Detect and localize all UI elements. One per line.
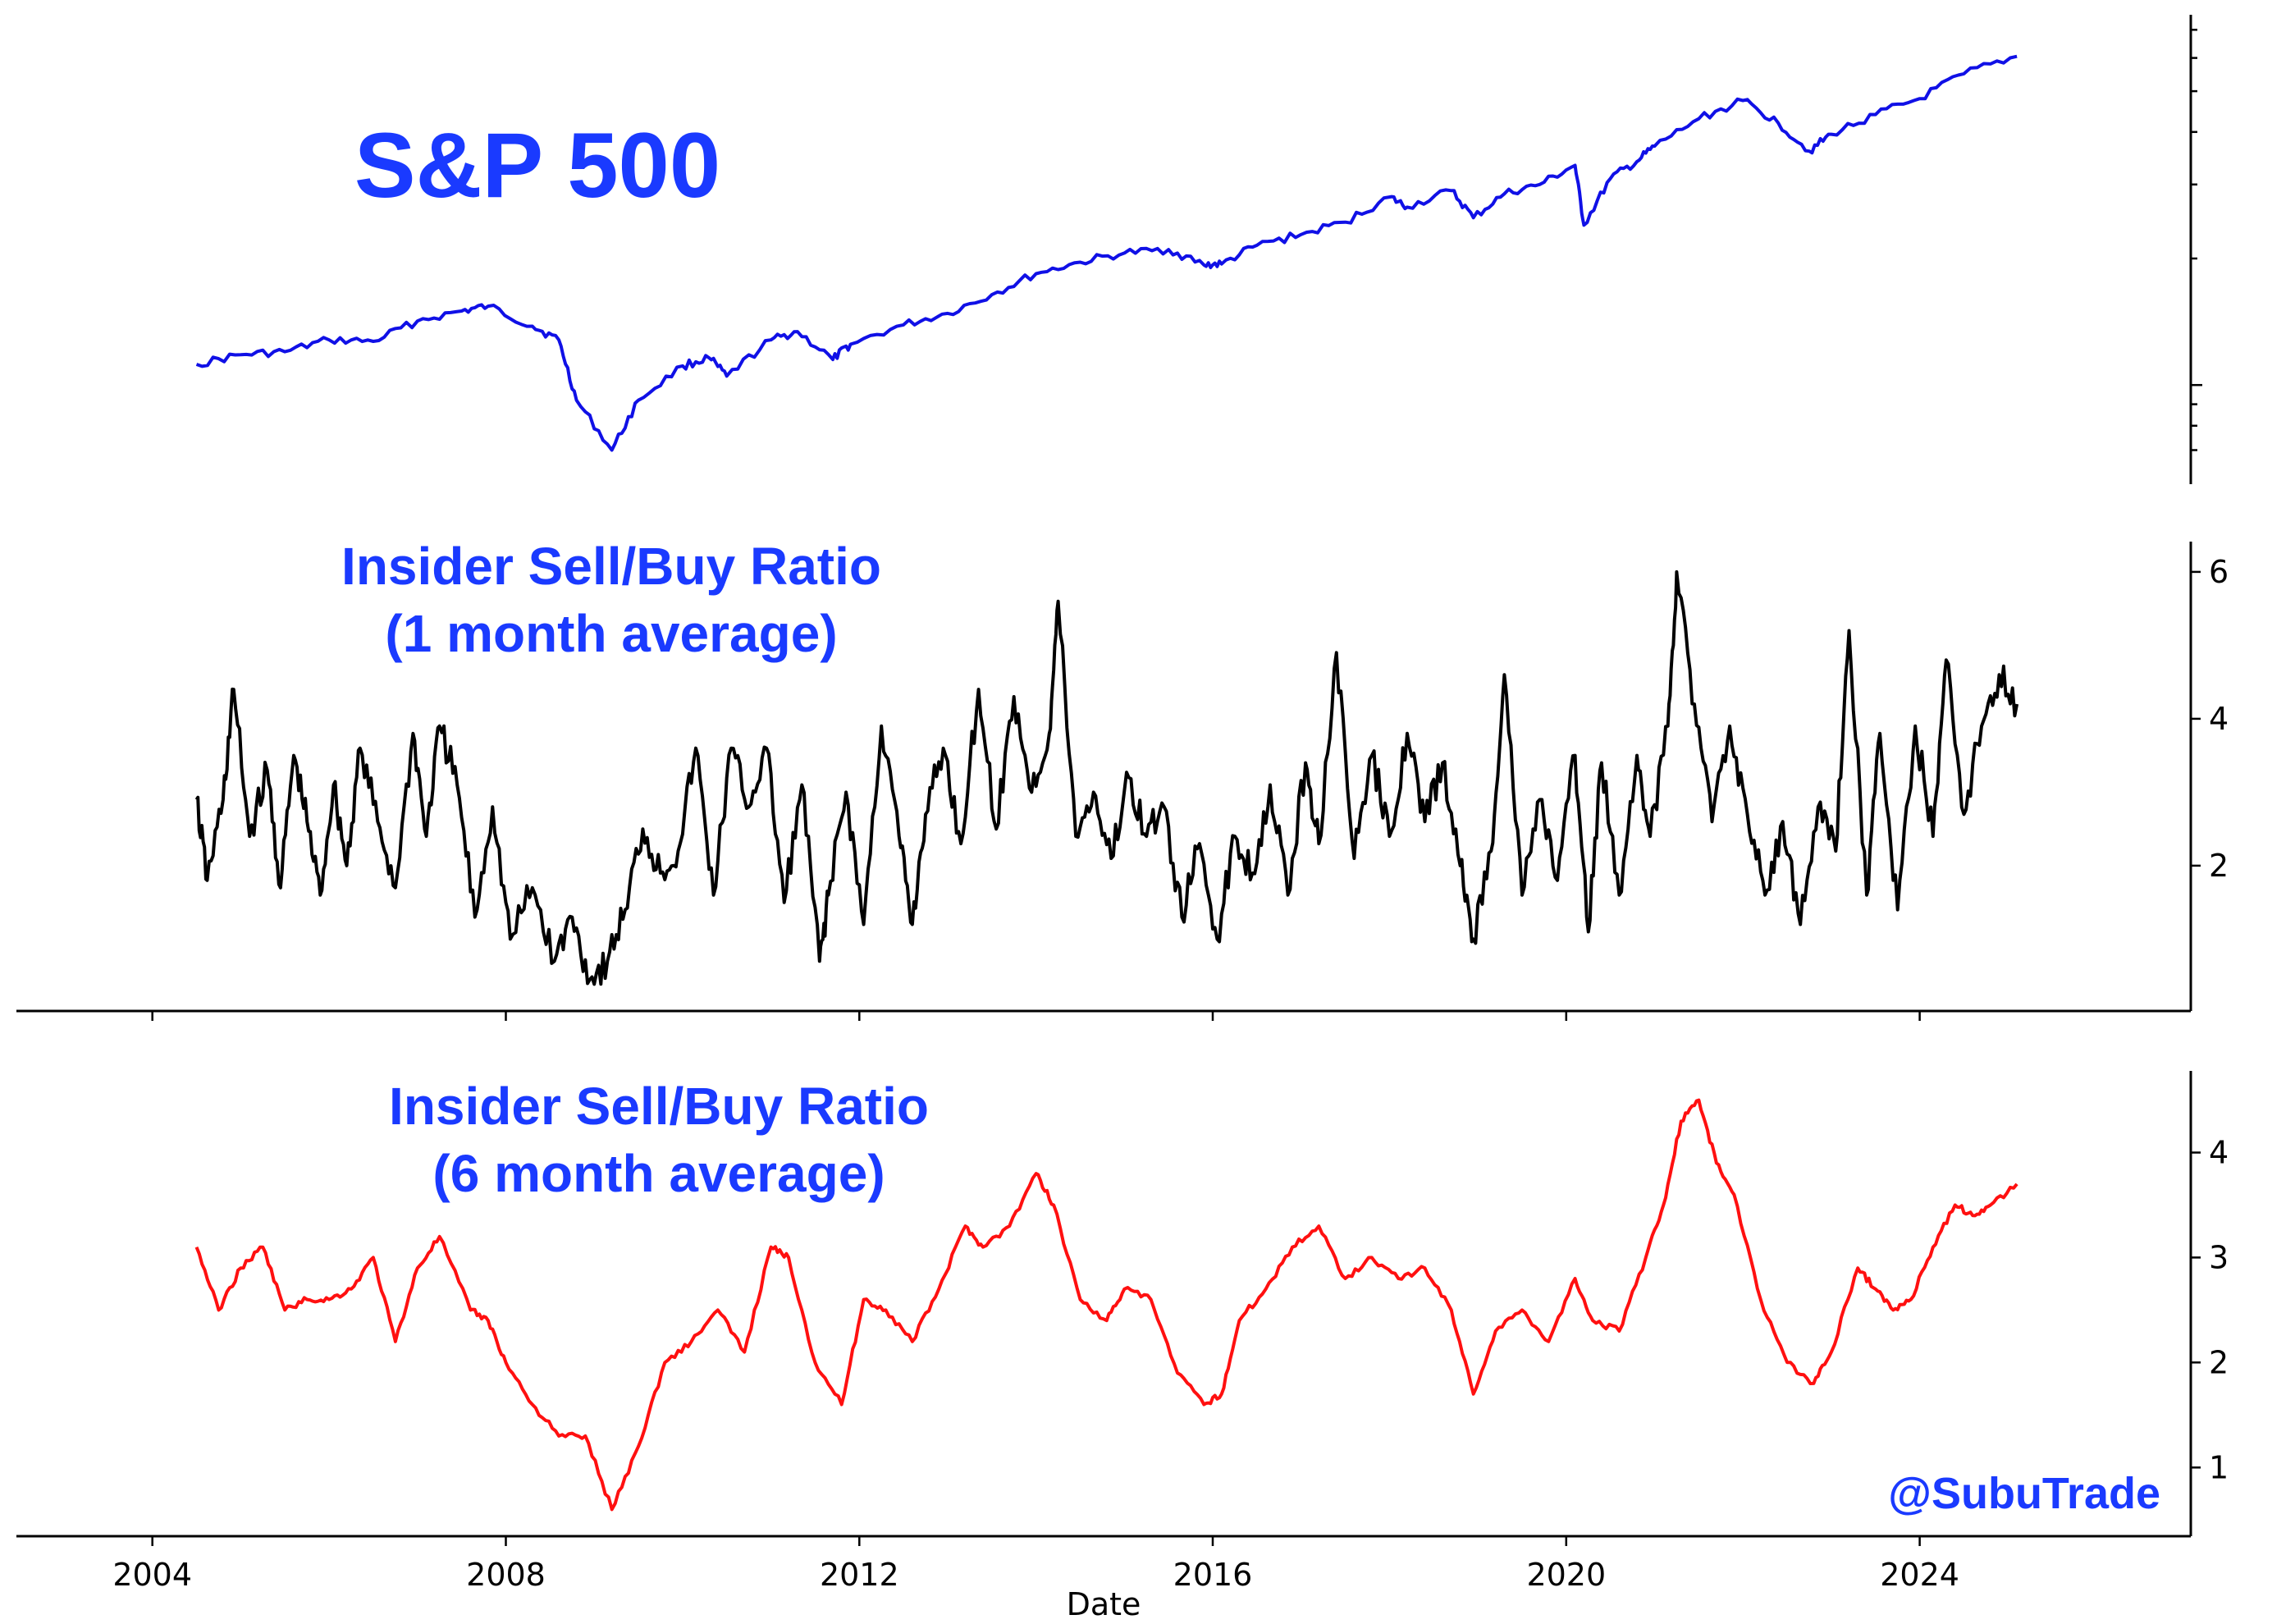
title-line: (6 month average) [432,1144,885,1203]
x-tick-label: 2012 [820,1557,899,1593]
sp500-panel: S&P 500 [195,15,2202,484]
y-tick-label: 2 [2209,1344,2229,1380]
x-tick-label: 2008 [466,1557,546,1593]
x-tick-label: 2004 [112,1557,192,1593]
y-tick-label: 4 [2209,1135,2229,1171]
title-line: Insider Sell/Buy Ratio [389,1077,929,1136]
y-tick-label: 4 [2209,701,2229,737]
y-tick-label: 2 [2209,848,2229,884]
x-axis-label: Date [1067,1586,1141,1622]
watermark-handle: @SubuTrade [1888,1469,2160,1518]
ratio-6m-x-ticks: 2004 2008 2012 2016 2020 2024 [112,1536,1959,1593]
y-tick-label: 1 [2209,1449,2229,1485]
title-line: Insider Sell/Buy Ratio [341,537,881,596]
sp500-line [195,54,2018,452]
ratio-1m-panel: Insider Sell/Buy Ratio (1 month average) … [16,537,2229,1021]
y-tick-label: 3 [2209,1239,2229,1275]
ratio-6m-panel: Insider Sell/Buy Ratio (6 month average) … [16,1071,2229,1622]
ratio-6m-title: Insider Sell/Buy Ratio (6 month average) [389,1077,929,1203]
x-tick-label: 2024 [1880,1557,1959,1593]
ratio-1m-y-ticks: 2 4 6 [2191,554,2229,884]
ratio-1m-x-ticks [151,1011,1921,1021]
x-tick-label: 2020 [1526,1557,1606,1593]
title-line: (1 month average) [385,604,837,663]
ratio-6m-line [194,1098,2018,1512]
ratio-1m-line [194,570,2019,986]
ratio-6m-y-ticks: 1 2 3 4 [2191,1135,2229,1485]
sp500-y-ticks [2191,29,2202,451]
x-tick-label: 2016 [1173,1557,1253,1593]
sp500-title: S&P 500 [354,114,720,217]
ratio-1m-title: Insider Sell/Buy Ratio (1 month average) [341,537,881,663]
y-tick-label: 6 [2209,554,2229,590]
